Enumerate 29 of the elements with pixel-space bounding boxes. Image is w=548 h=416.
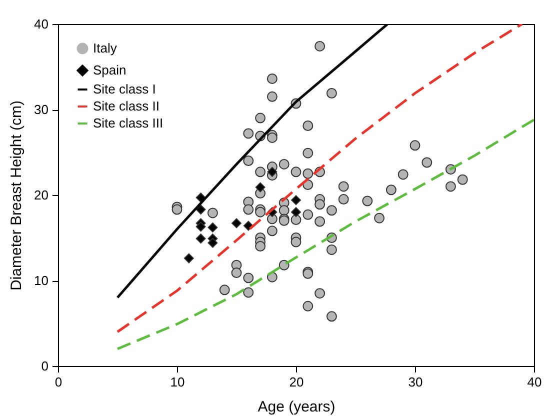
x-tick-label: 0	[54, 374, 62, 390]
legend-label: Site class I	[93, 82, 156, 96]
point	[208, 238, 218, 248]
point	[196, 204, 206, 215]
y-tick-label: 20	[34, 188, 48, 202]
y-axis-title: Diameter Breast Height (cm)	[8, 100, 26, 291]
point	[184, 253, 194, 264]
y-tick-label: 0	[41, 358, 48, 374]
y-tick-label: 40	[34, 16, 48, 32]
point	[196, 222, 206, 232]
x-tick-label: 20	[289, 374, 304, 390]
point	[291, 207, 301, 218]
line-series	[116, 118, 534, 350]
legend-label: Site class III	[93, 116, 164, 130]
point	[291, 195, 301, 206]
point	[196, 234, 206, 244]
y-tick-label: 30	[34, 102, 48, 117]
y-tick-label: 10	[34, 273, 48, 288]
x-tick-label: 40	[527, 374, 542, 390]
x-tick-label: 10	[170, 374, 185, 390]
point	[267, 166, 278, 177]
point	[232, 218, 242, 228]
legend-label: Italy	[93, 40, 118, 56]
x-tick-label: 30	[408, 374, 423, 390]
x-axis-title: Age (years)	[258, 398, 336, 416]
point	[255, 182, 266, 192]
legend-label: Site class II	[93, 98, 160, 114]
legend-label: Spain	[93, 62, 126, 78]
point	[208, 222, 218, 232]
